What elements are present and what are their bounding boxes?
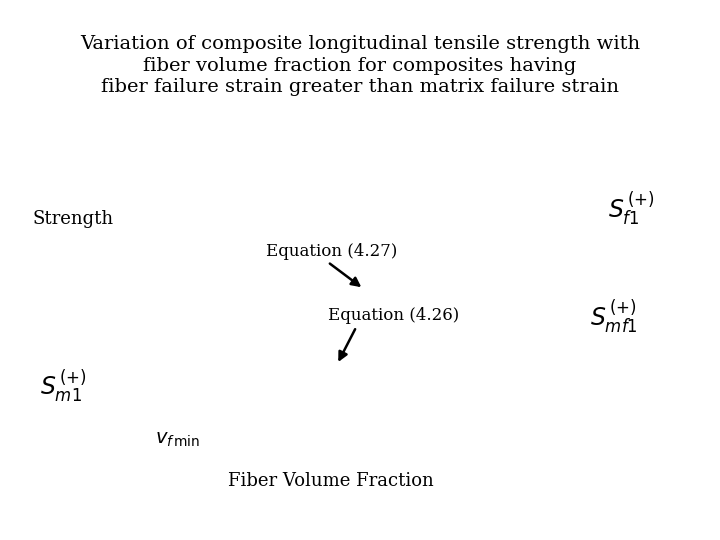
Text: $S_{f1}^{\,(+)}$: $S_{f1}^{\,(+)}$ [608,189,655,227]
Text: Variation of composite longitudinal tensile strength with: Variation of composite longitudinal tens… [80,35,640,53]
Text: Strength: Strength [32,210,114,228]
Text: Equation (4.26): Equation (4.26) [328,307,459,325]
Text: fiber failure strain greater than matrix failure strain: fiber failure strain greater than matrix… [101,78,619,96]
Text: $S_{mf1}^{\,(+)}$: $S_{mf1}^{\,(+)}$ [590,297,638,335]
Text: Fiber Volume Fraction: Fiber Volume Fraction [228,471,434,490]
Text: $S_{m1}^{\,(+)}$: $S_{m1}^{\,(+)}$ [40,368,86,404]
Text: $v_{f\,\mathrm{min}}$: $v_{f\,\mathrm{min}}$ [155,431,200,449]
Text: fiber volume fraction for composites having: fiber volume fraction for composites hav… [143,57,577,75]
Text: Equation (4.27): Equation (4.27) [266,242,397,260]
